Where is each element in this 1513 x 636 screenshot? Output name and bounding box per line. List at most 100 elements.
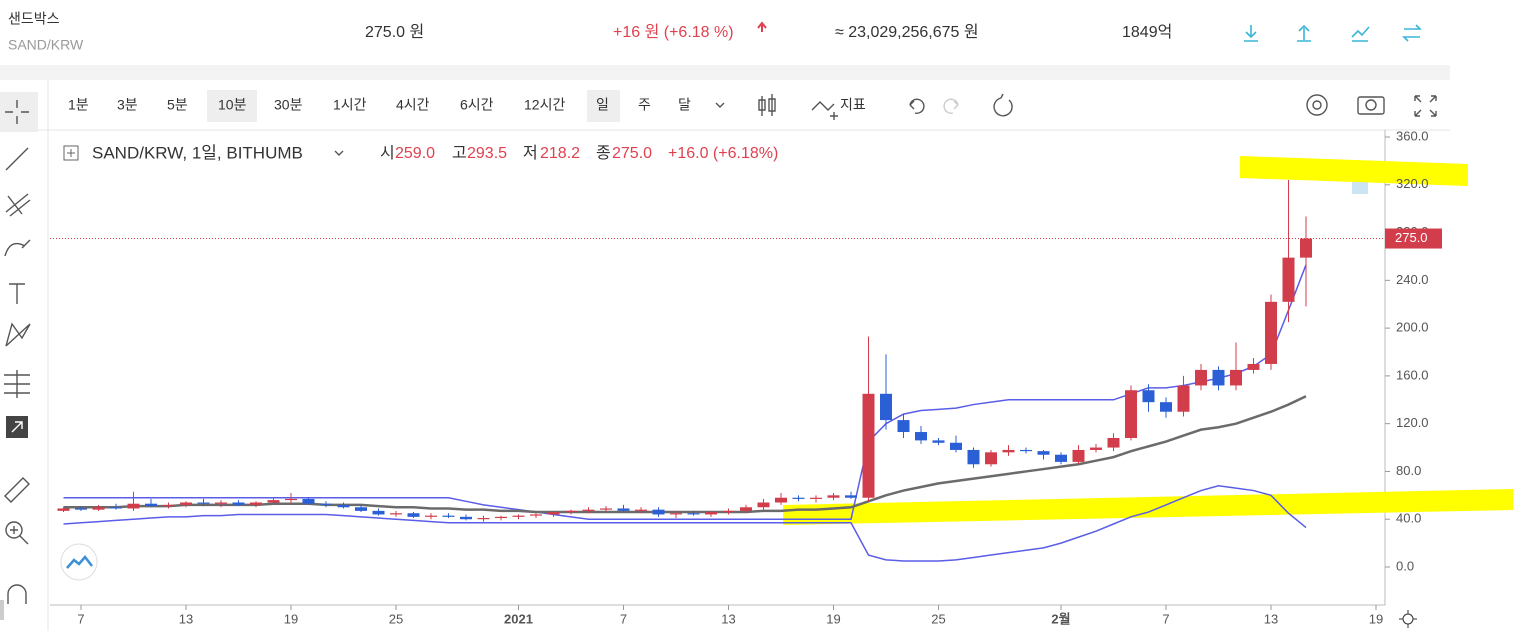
legend-value: 293.5: [467, 145, 507, 162]
chevron[interactable]: [715, 102, 725, 108]
candle-body: [1212, 369, 1225, 386]
candle-body: [1300, 238, 1312, 258]
selected-interval: [587, 90, 620, 122]
indicator-line: [63, 264, 1307, 520]
candle-body: [1142, 390, 1155, 403]
legend-value: 275.0: [612, 145, 652, 162]
highlight: [783, 489, 1513, 525]
candle-body: [197, 502, 210, 504]
legend-change: +16.0 (+6.18%): [668, 145, 778, 162]
legend-chevron[interactable]: [334, 150, 344, 156]
interval-button[interactable]: 1분: [68, 97, 89, 113]
left-tools[interactable]: [0, 92, 38, 604]
interval-button[interactable]: 일: [596, 97, 609, 113]
header-icons[interactable]: [1244, 24, 1422, 42]
scroll-handle: [0, 600, 4, 620]
candle-body: [985, 452, 997, 465]
separator: [0, 65, 1450, 80]
y-tick-label: 320.0: [1396, 176, 1429, 191]
toolbar-icons[interactable]: [758, 93, 1437, 120]
interval-button[interactable]: 10분: [218, 97, 247, 113]
settings-icon-ring: [1402, 613, 1414, 625]
last-price-label: 275.0: [1395, 230, 1428, 245]
interval-button[interactable]: 30분: [274, 97, 303, 113]
candle-body: [215, 502, 227, 504]
legend-toggle[interactable]: [63, 145, 79, 161]
candle-body: [267, 500, 280, 503]
x-tick-label: 19: [284, 611, 298, 626]
candle-body: [617, 508, 630, 511]
candle-body: [302, 498, 315, 504]
y-tick-label: 200.0: [1396, 320, 1429, 335]
y-tick-label: 120.0: [1396, 415, 1429, 430]
logo: [60, 543, 98, 581]
candle-body: [320, 503, 332, 505]
candle-body: [1037, 451, 1050, 455]
candle-body: [775, 497, 787, 503]
legend-label: 종: [596, 145, 611, 162]
x-tick-label: 13: [721, 611, 735, 626]
interval-button[interactable]: 5분: [167, 97, 188, 113]
legend-toggle-plus: [67, 149, 75, 157]
indicator-button[interactable]: 지표: [840, 97, 866, 113]
candle-body: [1177, 385, 1190, 412]
candle-body: [810, 497, 822, 499]
candle-body: [1002, 449, 1015, 453]
x-tick-label: 7: [620, 611, 627, 626]
candle-body: [1160, 402, 1172, 412]
x-tick-label: 13: [179, 611, 193, 626]
candle-body: [1247, 363, 1260, 370]
candle-body: [705, 512, 717, 515]
interval-button[interactable]: 6시간: [460, 97, 494, 113]
x-tick-label: 2021: [504, 611, 533, 626]
candle-body: [827, 495, 840, 498]
candle-body: [180, 502, 192, 505]
candle-body: [372, 510, 385, 515]
legend-value: 218.2: [540, 145, 580, 162]
candle-body: [512, 515, 525, 517]
candle-body: [442, 515, 455, 517]
candle-body: [110, 507, 122, 509]
interval-button[interactable]: 1시간: [333, 97, 367, 113]
candle-body: [950, 442, 962, 450]
interval-button[interactable]: 12시간: [524, 97, 565, 113]
candle-body: [92, 507, 105, 510]
interval-button[interactable]: 주: [638, 97, 651, 113]
up-arrow: [757, 21, 767, 32]
legend-label: 저: [523, 144, 538, 162]
legend-label: 시: [380, 145, 395, 162]
coin-symbol: SAND/KRW: [8, 37, 84, 53]
candle-body: [355, 507, 367, 511]
y-tick-label: 360.0: [1396, 128, 1429, 143]
candle-body: [757, 502, 770, 508]
selected-interval: [207, 90, 257, 122]
candle-body: [897, 420, 910, 433]
y-tick-label: 160.0: [1396, 367, 1429, 382]
legend-value: 259.0: [395, 145, 435, 162]
candle-body: [75, 508, 87, 510]
candle-body: [285, 498, 297, 501]
candle-body: [495, 516, 507, 519]
candle-body: [967, 449, 980, 465]
volume: ≈ 23,029,256,675 원: [835, 23, 979, 41]
candle-body: [1265, 301, 1277, 364]
interval-button[interactable]: 4시간: [396, 97, 430, 113]
candle-body: [127, 503, 140, 509]
candle-body: [1020, 449, 1032, 452]
indicator-line: [63, 395, 1307, 514]
interval-button[interactable]: 3분: [117, 97, 138, 113]
change: +16 원 (+6.18 %): [613, 23, 734, 41]
candle-body: [670, 513, 682, 515]
candle-body: [57, 508, 70, 511]
legend-label: 고: [452, 145, 467, 162]
y-tick-label: 40.0: [1396, 511, 1421, 526]
x-tick-label: 7: [77, 611, 84, 626]
last-price-tag: [1385, 228, 1442, 249]
interval-button[interactable]: 달: [678, 97, 691, 113]
market-cap: 1849억: [1122, 23, 1172, 41]
candle-body: [687, 513, 700, 515]
candle-body: [862, 393, 875, 498]
x-tick-label: 19: [1369, 611, 1383, 626]
